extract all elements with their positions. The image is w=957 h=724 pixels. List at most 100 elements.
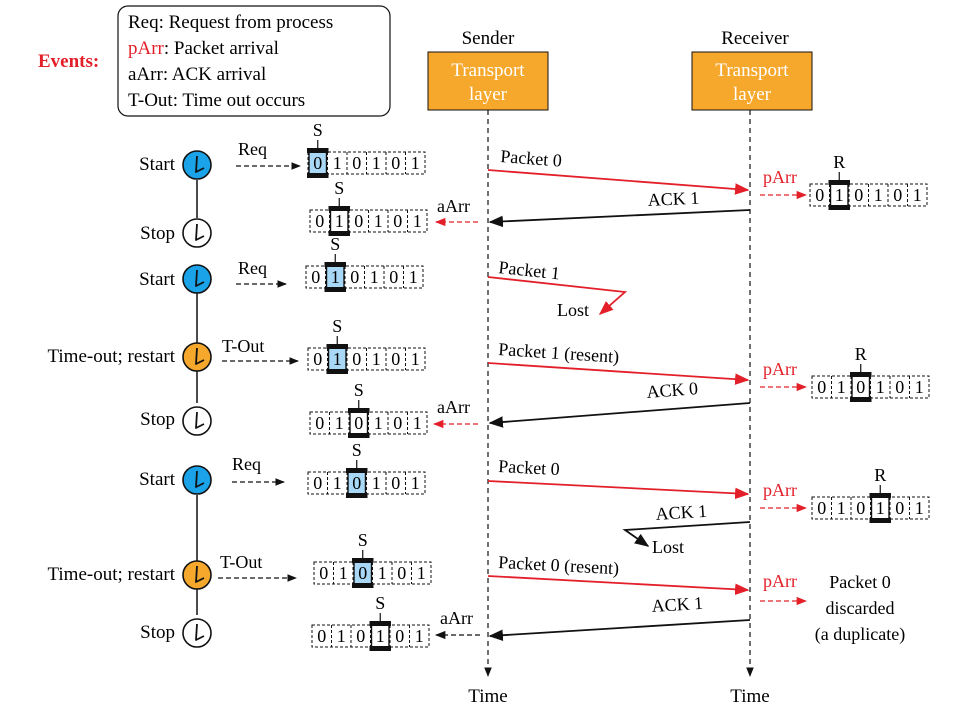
sequence-cell: 0 — [313, 473, 322, 493]
running-timer-icon — [182, 264, 212, 294]
packet-arrow — [487, 575, 750, 596]
sequence-cell: 0 — [817, 498, 826, 518]
timer-label-timeout: Time-out; restart — [47, 564, 175, 585]
sequence-cell: 1 — [333, 473, 342, 493]
sender-window-label: S — [358, 530, 368, 550]
running-timer-icon — [182, 150, 212, 180]
event-req: Req — [238, 139, 267, 159]
sender-window: 0 1S0 1 0 1 — [313, 530, 432, 588]
sequence-cell: 0 — [352, 153, 361, 173]
sender-window-label: S — [375, 593, 385, 613]
sequence-cell: 0 — [856, 498, 865, 518]
sequence-cell: 0 — [356, 626, 365, 646]
sender-window: 0S1 0 1 0 1 — [309, 178, 428, 236]
sender-window-label: S — [354, 380, 364, 400]
sender-box-line1: Transport — [451, 60, 525, 81]
sequence-cell: 1 — [837, 498, 846, 518]
timeout-timer-icon — [182, 342, 212, 372]
sequence-cell: 0 — [389, 267, 398, 287]
discard-note-line3: (a duplicate) — [815, 624, 905, 645]
packet-arrow — [487, 362, 750, 385]
discard-note-line2: discarded — [826, 598, 895, 618]
receiver-window-label: R — [855, 344, 867, 364]
timer-label-timeout: Time-out; restart — [47, 346, 175, 367]
sequence-cell: 0 — [391, 153, 400, 173]
sequence-cell: 1 — [376, 626, 385, 646]
event-parr: pArr — [763, 359, 797, 379]
sequence-cell: 1 — [370, 267, 379, 287]
sender-window: 0 1S0 1 0 1 — [307, 440, 426, 498]
sender-window-label: S — [332, 316, 342, 336]
sender-title: Sender — [462, 28, 515, 49]
event-tout: T-Out — [222, 336, 264, 356]
event-parr: pArr — [763, 571, 797, 591]
sequence-cell: 1 — [339, 563, 348, 583]
running-timer-icon — [182, 465, 212, 495]
lost-ack-arrow — [622, 521, 751, 547]
sequence-cell: 1 — [411, 349, 420, 369]
timers-group — [182, 150, 212, 648]
receiver-box-line1: Transport — [715, 60, 789, 81]
ack-arrow — [488, 619, 751, 641]
sequence-cell: 0 — [854, 185, 863, 205]
stopped-timer-icon — [182, 618, 212, 648]
sequence-cell: 0 — [352, 473, 361, 493]
timeout-timer-icon — [182, 560, 212, 590]
sequence-cell: 0 — [315, 413, 324, 433]
sequence-cell: 0 — [393, 211, 402, 231]
sequence-cell: 1 — [335, 211, 344, 231]
sequence-cell: 1 — [915, 377, 924, 397]
sequence-cell: 1 — [913, 185, 922, 205]
sequence-cell: 0 — [313, 349, 322, 369]
sender-window: 0 1S0 1 0 1 — [309, 380, 428, 438]
ack-arrow — [488, 402, 751, 428]
sequence-cell: 0 — [393, 413, 402, 433]
sequence-cell: 1 — [372, 349, 381, 369]
receiver-title: Receiver — [721, 28, 789, 49]
sequence-cell: 0 — [391, 349, 400, 369]
event-req: Req — [232, 454, 261, 474]
event-aarr: aArr — [437, 196, 470, 216]
sender-window-label: S — [330, 234, 340, 254]
sequence-cell: 1 — [417, 563, 426, 583]
event-parr: pArr — [763, 167, 797, 187]
sequence-cell: 1 — [337, 626, 346, 646]
sequence-cell: 1 — [331, 267, 340, 287]
timer-label-stop: Stop — [140, 622, 175, 643]
packet-arrow — [487, 169, 750, 195]
event-aarr: aArr — [440, 608, 473, 628]
sequence-cell: 0 — [317, 626, 326, 646]
event-aarr: aArr — [437, 397, 470, 417]
timer-label-start: Start — [139, 154, 176, 175]
sequence-cell: 0 — [895, 498, 904, 518]
sequence-cell: 0 — [354, 413, 363, 433]
lost-packet-arrow — [487, 276, 628, 315]
timer-label-start: Start — [139, 469, 176, 490]
ack-arrow — [488, 209, 751, 228]
receiver-box-line2: layer — [733, 84, 772, 105]
event-tout: T-Out — [220, 552, 262, 572]
events-title: Events: — [38, 51, 99, 72]
sequence-cell: 1 — [874, 185, 883, 205]
receiver-window: 0 1 0R1 0 1 — [811, 465, 930, 523]
sequence-cell: 0 — [350, 267, 359, 287]
sequence-cell: 0 — [319, 563, 328, 583]
msg-ack-1: ACK 1 — [655, 501, 708, 524]
sequence-cell: 1 — [915, 498, 924, 518]
sequence-cell: 1 — [835, 185, 844, 205]
sequence-cell: 1 — [335, 413, 344, 433]
sender-window: 0 1 0S1 0 1 — [311, 593, 430, 651]
sequence-cell: 0 — [856, 377, 865, 397]
msg-ack-1: ACK 1 — [651, 593, 704, 616]
sender-transport-box — [427, 51, 549, 111]
sequence-cell: 1 — [411, 153, 420, 173]
sequence-cell: 1 — [413, 211, 422, 231]
sequence-cell: 1 — [411, 473, 420, 493]
timer-label-stop: Stop — [140, 409, 175, 430]
event-parr: pArr — [763, 480, 797, 500]
sequence-cell: 1 — [372, 153, 381, 173]
msg-ack-1: ACK 1 — [647, 188, 699, 210]
packet-arrow — [487, 480, 750, 500]
sequence-cell: 1 — [413, 413, 422, 433]
sequence-cell: 0 — [893, 185, 902, 205]
